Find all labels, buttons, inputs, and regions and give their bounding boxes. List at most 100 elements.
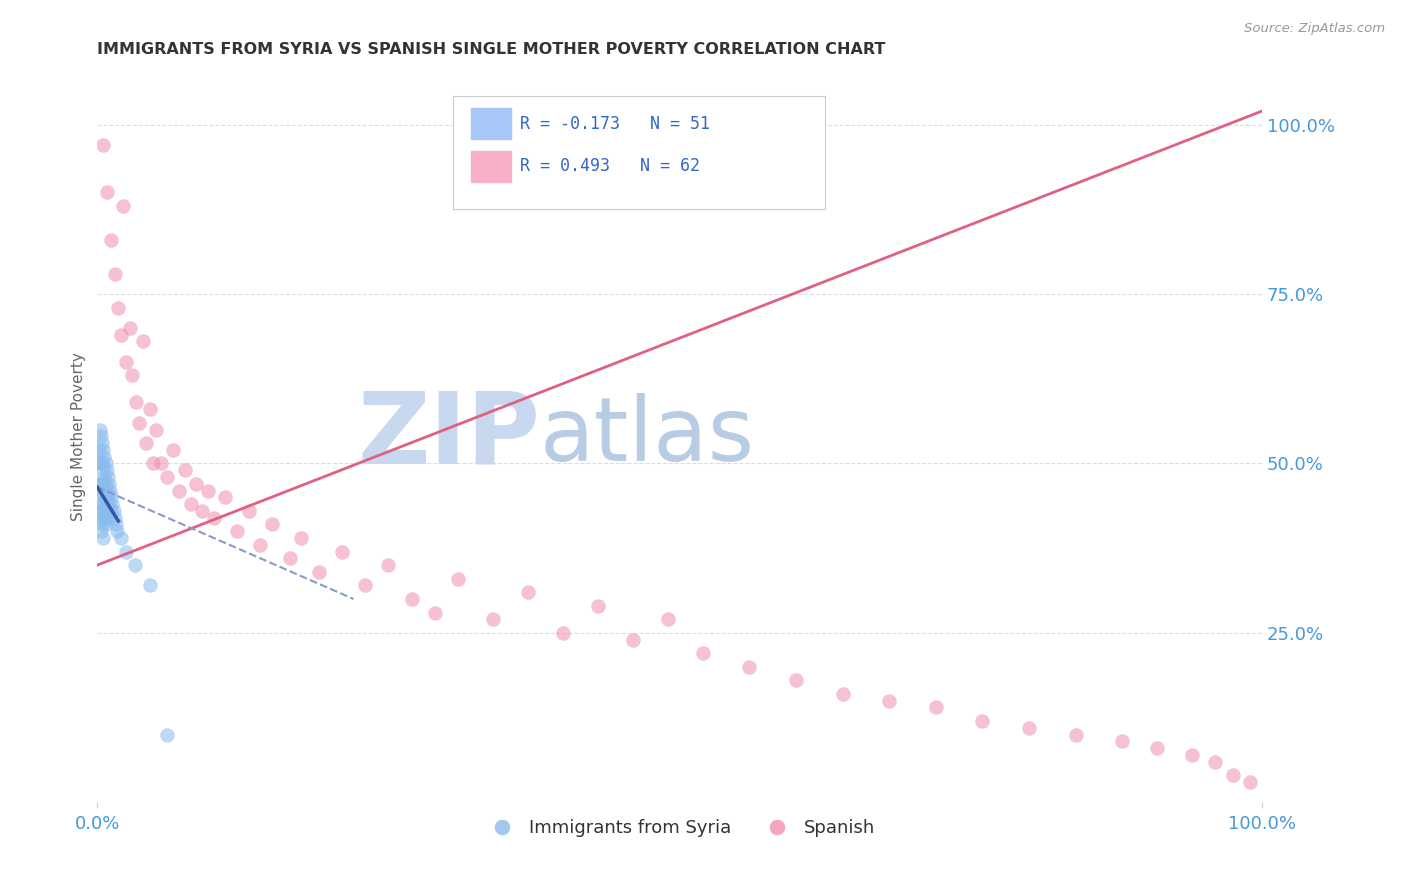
Text: IMMIGRANTS FROM SYRIA VS SPANISH SINGLE MOTHER POVERTY CORRELATION CHART: IMMIGRANTS FROM SYRIA VS SPANISH SINGLE … (97, 42, 886, 57)
Point (214, 491, 236, 505)
Point (105, 524, 128, 539)
Point (517, 585, 540, 599)
Point (1146, 741, 1168, 756)
Point (972, 714, 994, 728)
Y-axis label: Single Mother Poverty: Single Mother Poverty (72, 352, 86, 521)
Point (173, 463, 195, 477)
Point (111, 199, 134, 213)
Point (278, 551, 301, 566)
Point (90, 476, 112, 491)
Point (110, 531, 132, 545)
Point (115, 544, 138, 558)
Point (104, 267, 127, 281)
Point (91, 517, 114, 532)
Point (90, 457, 112, 471)
Point (925, 700, 948, 714)
Point (1239, 775, 1261, 789)
Point (738, 659, 761, 673)
Point (100, 233, 122, 247)
Point (1064, 727, 1087, 741)
Point (785, 673, 807, 688)
Point (87, 442, 110, 457)
Point (586, 599, 609, 613)
Point (100, 504, 122, 518)
Text: ZIP: ZIP (357, 388, 540, 485)
Point (96, 504, 118, 518)
Point (132, 334, 155, 349)
Point (290, 531, 312, 545)
Point (98, 497, 121, 511)
Point (553, 625, 575, 640)
Point (97, 470, 120, 484)
Point (447, 572, 470, 586)
Point (91, 497, 114, 511)
Point (93, 491, 115, 505)
Point (1111, 734, 1133, 748)
Point (238, 504, 260, 518)
Point (226, 524, 249, 539)
Point (1181, 747, 1204, 762)
Point (89, 457, 111, 471)
Point (93, 450, 115, 464)
Point (1204, 755, 1226, 769)
Point (107, 301, 129, 315)
Point (162, 442, 184, 457)
Point (87, 504, 110, 518)
Point (90, 429, 112, 443)
Point (91, 138, 114, 153)
Point (103, 504, 125, 518)
Point (142, 457, 165, 471)
Point (150, 457, 173, 471)
Point (104, 510, 127, 524)
Point (377, 558, 399, 573)
Point (97, 491, 120, 505)
Point (93, 470, 115, 484)
Point (91, 476, 114, 491)
Point (90, 524, 112, 539)
Point (139, 402, 162, 417)
Point (89, 510, 111, 524)
Point (104, 517, 127, 532)
Point (87, 476, 110, 491)
Point (191, 504, 214, 518)
Point (100, 491, 122, 505)
Point (91, 531, 114, 545)
Point (330, 544, 353, 558)
Text: atlas: atlas (540, 392, 755, 480)
Point (167, 483, 190, 498)
Text: Source: ZipAtlas.com: Source: ZipAtlas.com (1244, 22, 1385, 36)
Point (91, 442, 114, 457)
Point (91, 483, 114, 498)
Text: R = 0.493   N = 62: R = 0.493 N = 62 (520, 157, 700, 176)
Point (90, 497, 112, 511)
Point (121, 368, 143, 383)
Point (115, 355, 138, 369)
Point (94, 457, 117, 471)
Point (692, 646, 714, 660)
Point (249, 538, 271, 552)
Point (135, 436, 157, 450)
Point (180, 497, 202, 511)
Point (482, 612, 505, 626)
Point (124, 558, 146, 573)
FancyBboxPatch shape (453, 96, 825, 210)
Point (202, 510, 225, 524)
Point (877, 693, 900, 707)
Point (94, 476, 117, 491)
Point (156, 727, 179, 741)
Point (621, 632, 644, 647)
Point (94, 497, 117, 511)
Point (97, 510, 120, 524)
Point (139, 578, 162, 592)
Point (91, 463, 114, 477)
Point (101, 497, 124, 511)
Point (657, 612, 679, 626)
Point (91, 436, 114, 450)
Point (98, 483, 121, 498)
FancyBboxPatch shape (471, 151, 510, 182)
Point (96, 186, 118, 200)
Point (118, 321, 141, 335)
Point (423, 606, 446, 620)
Point (145, 423, 167, 437)
Point (308, 565, 330, 579)
